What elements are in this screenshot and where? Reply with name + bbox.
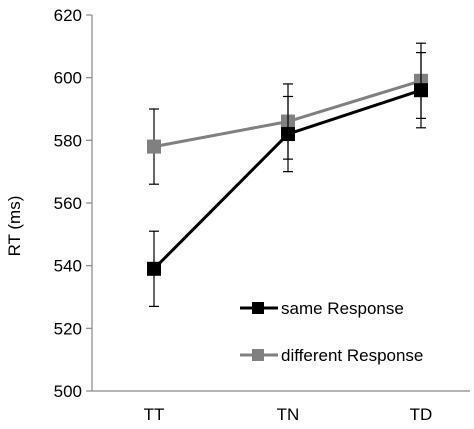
y-axis: 500 520 540 560 580 600 620: [54, 6, 93, 401]
y-axis-label: RT (ms): [5, 196, 24, 257]
data-point: [147, 261, 161, 276]
x-tick-label: TT: [144, 405, 165, 424]
y-tick-label: 520: [54, 319, 82, 338]
legend: same Response different Response: [240, 299, 423, 365]
legend-label: different Response: [281, 346, 423, 365]
data-point: [147, 139, 161, 154]
x-tick-label: TD: [410, 405, 433, 424]
y-tick-label: 500: [54, 382, 82, 401]
series-layer: [147, 42, 428, 307]
series-same-response: [147, 51, 428, 307]
x-axis: TT TN TD: [92, 390, 470, 424]
data-point: [281, 127, 295, 142]
legend-item: different Response: [240, 346, 423, 365]
y-tick-label: 580: [54, 131, 82, 150]
legend-label: same Response: [281, 299, 404, 318]
legend-marker: [252, 349, 264, 361]
y-tick-label: 600: [54, 69, 82, 88]
x-tick-label: TN: [277, 405, 300, 424]
y-tick-label: 620: [54, 6, 82, 25]
y-tick-label: 540: [54, 257, 82, 276]
y-tick-label: 560: [54, 194, 82, 213]
legend-marker: [252, 302, 264, 314]
legend-item: same Response: [240, 299, 404, 318]
data-point: [414, 83, 428, 98]
